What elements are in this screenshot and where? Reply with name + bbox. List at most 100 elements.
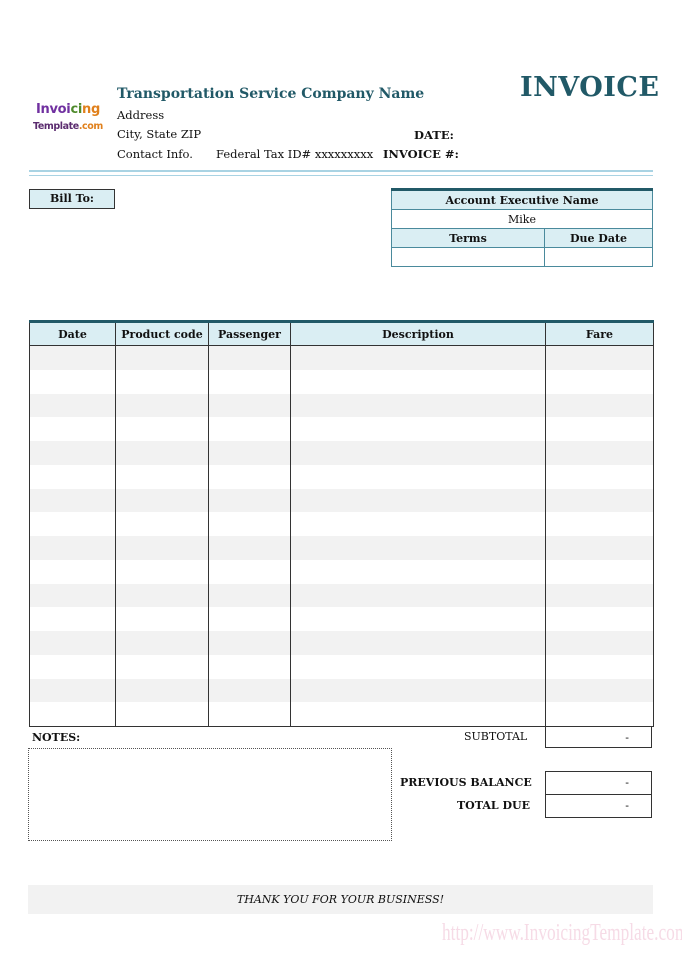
table-cell[interactable] <box>29 702 116 728</box>
table-cell[interactable] <box>29 488 116 513</box>
account-executive-name[interactable]: Mike <box>391 209 653 229</box>
table-row <box>29 559 654 584</box>
table-cell[interactable] <box>290 393 546 418</box>
terms-value[interactable] <box>391 247 545 267</box>
thank-you-banner: THANK YOU FOR YOUR BUSINESS! <box>28 885 653 914</box>
invoice-title: INVOICE <box>520 72 660 103</box>
table-cell[interactable] <box>115 559 209 584</box>
table-cell[interactable] <box>208 369 291 394</box>
table-cell[interactable] <box>208 678 291 703</box>
table-cell[interactable] <box>208 464 291 489</box>
table-cell[interactable] <box>545 417 654 441</box>
table-cell[interactable] <box>545 678 654 703</box>
table-cell[interactable] <box>290 536 546 560</box>
table-cell[interactable] <box>29 536 116 560</box>
table-cell[interactable] <box>115 369 209 394</box>
table-cell[interactable] <box>545 512 654 536</box>
table-cell[interactable] <box>115 678 209 703</box>
table-row <box>29 417 654 441</box>
table-cell[interactable] <box>290 441 546 465</box>
table-cell[interactable] <box>115 512 209 536</box>
table-cell[interactable] <box>290 488 546 513</box>
table-cell[interactable] <box>290 678 546 703</box>
table-cell[interactable] <box>208 345 291 370</box>
table-cell[interactable] <box>208 417 291 441</box>
table-cell[interactable] <box>29 369 116 394</box>
table-cell[interactable] <box>545 393 654 418</box>
table-cell[interactable] <box>29 345 116 370</box>
table-cell[interactable] <box>115 345 209 370</box>
table-cell[interactable] <box>545 369 654 394</box>
table-cell[interactable] <box>208 441 291 465</box>
invoice-number-label: INVOICE #: <box>383 147 459 161</box>
table-cell[interactable] <box>545 488 654 513</box>
table-cell[interactable] <box>545 536 654 560</box>
subtotal-value: - <box>545 726 652 748</box>
table-cell[interactable] <box>545 631 654 655</box>
table-cell[interactable] <box>115 654 209 679</box>
table-cell[interactable] <box>208 654 291 679</box>
table-cell[interactable] <box>290 369 546 394</box>
table-cell[interactable] <box>115 631 209 655</box>
table-cell[interactable] <box>29 464 116 489</box>
table-cell[interactable] <box>115 488 209 513</box>
table-cell[interactable] <box>290 559 546 584</box>
due-date-value[interactable] <box>544 247 653 267</box>
table-cell[interactable] <box>29 654 116 679</box>
table-cell[interactable] <box>290 512 546 536</box>
table-cell[interactable] <box>208 702 291 728</box>
table-row <box>29 631 654 655</box>
table-cell[interactable] <box>290 583 546 608</box>
table-cell[interactable] <box>545 702 654 728</box>
account-executive-header: Account Executive Name <box>391 189 653 210</box>
table-cell[interactable] <box>208 559 291 584</box>
table-cell[interactable] <box>208 607 291 631</box>
terms-header: Terms <box>391 228 545 248</box>
table-cell[interactable] <box>29 631 116 655</box>
table-cell[interactable] <box>545 607 654 631</box>
table-cell[interactable] <box>29 441 116 465</box>
table-cell[interactable] <box>290 702 546 728</box>
table-cell[interactable] <box>290 345 546 370</box>
table-cell[interactable] <box>29 417 116 441</box>
table-row <box>29 369 654 394</box>
table-row <box>29 345 654 370</box>
notes-box[interactable] <box>28 748 392 841</box>
table-cell[interactable] <box>29 393 116 418</box>
table-cell[interactable] <box>545 441 654 465</box>
table-cell[interactable] <box>115 702 209 728</box>
table-cell[interactable] <box>545 583 654 608</box>
table-row <box>29 678 654 703</box>
table-cell[interactable] <box>29 607 116 631</box>
table-cell[interactable] <box>29 512 116 536</box>
table-cell[interactable] <box>115 393 209 418</box>
table-row <box>29 441 654 465</box>
table-cell[interactable] <box>115 441 209 465</box>
table-cell[interactable] <box>545 654 654 679</box>
table-cell[interactable] <box>208 488 291 513</box>
table-cell[interactable] <box>115 583 209 608</box>
table-cell[interactable] <box>115 607 209 631</box>
table-cell[interactable] <box>29 583 116 608</box>
table-cell[interactable] <box>290 464 546 489</box>
divider <box>29 175 653 176</box>
table-cell[interactable] <box>545 345 654 370</box>
account-executive-table: Account Executive Name Mike Terms Due Dat… <box>391 188 653 267</box>
table-cell[interactable] <box>208 583 291 608</box>
table-cell[interactable] <box>115 417 209 441</box>
table-cell[interactable] <box>115 536 209 560</box>
table-cell[interactable] <box>545 559 654 584</box>
table-cell[interactable] <box>29 559 116 584</box>
table-cell[interactable] <box>545 464 654 489</box>
table-cell[interactable] <box>208 512 291 536</box>
table-cell[interactable] <box>290 631 546 655</box>
table-cell[interactable] <box>208 536 291 560</box>
table-cell[interactable] <box>29 678 116 703</box>
table-cell[interactable] <box>290 654 546 679</box>
table-cell[interactable] <box>290 607 546 631</box>
table-cell[interactable] <box>208 631 291 655</box>
table-cell[interactable] <box>208 393 291 418</box>
table-cell[interactable] <box>290 417 546 441</box>
table-cell[interactable] <box>115 464 209 489</box>
